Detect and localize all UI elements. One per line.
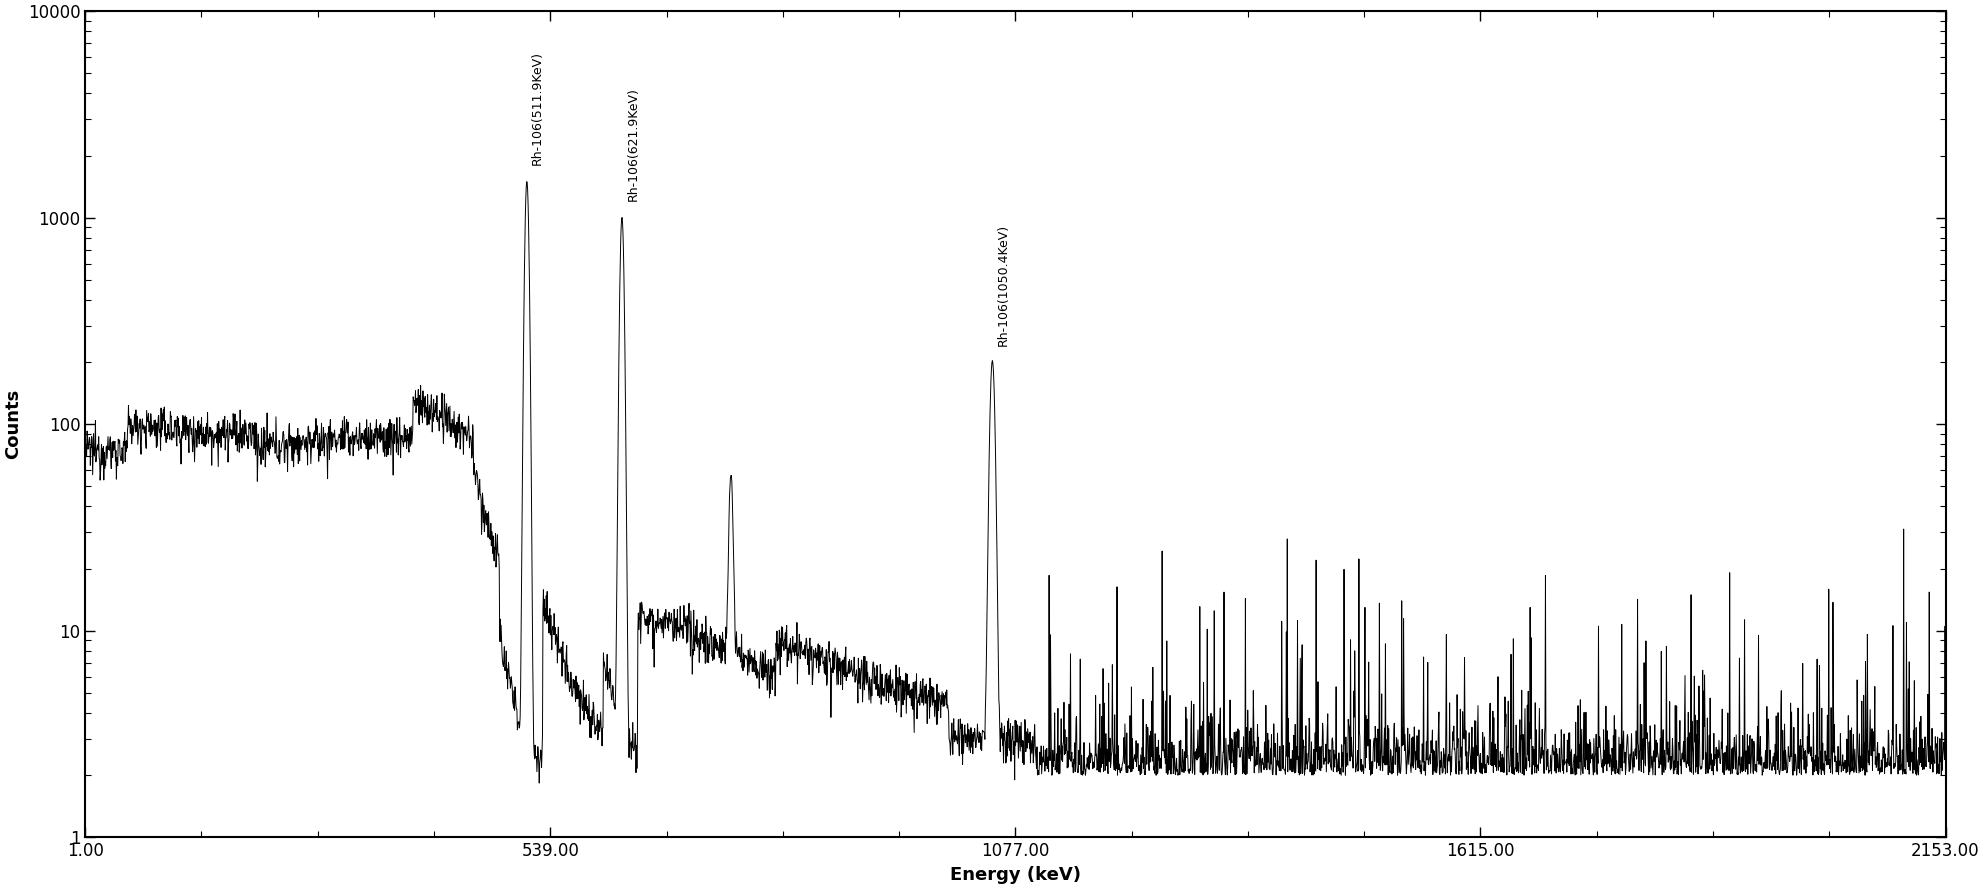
Y-axis label: Counts: Counts [4,389,22,459]
Text: Rh-106(621.9KeV): Rh-106(621.9KeV) [627,88,639,202]
Text: Rh-106(1050.4KeV): Rh-106(1050.4KeV) [996,224,1010,345]
Text: Rh-106(511.9KeV): Rh-106(511.9KeV) [532,51,544,165]
X-axis label: Energy (keV): Energy (keV) [950,866,1081,884]
